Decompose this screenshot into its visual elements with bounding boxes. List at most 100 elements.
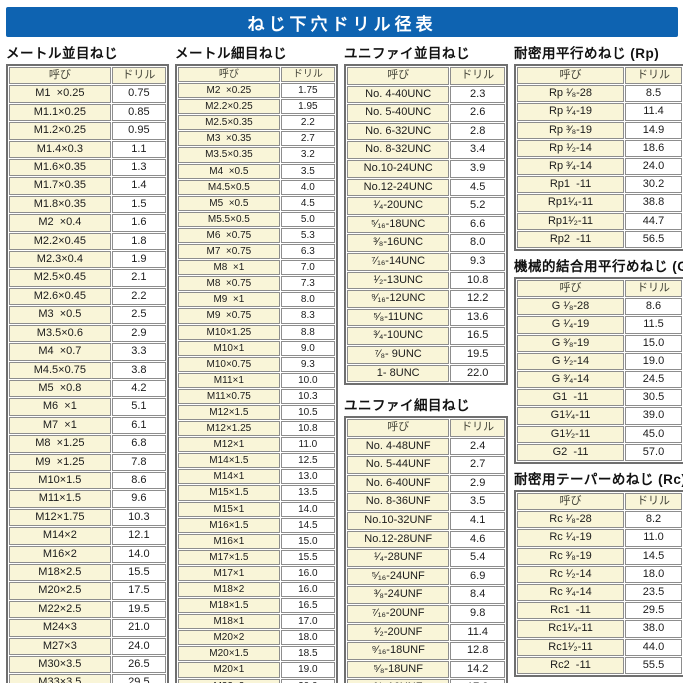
value-cell: 2.6 — [450, 104, 505, 122]
value-cell: 2.9 — [111, 324, 166, 343]
value-cell: 6.1 — [111, 416, 166, 435]
value-cell: 1.3 — [111, 159, 166, 177]
designation-cell: M20×2 — [178, 630, 280, 646]
value-cell: 45.0 — [625, 425, 682, 443]
designation-cell: ⁵⁄₈-11UNC — [347, 308, 450, 327]
table-row: Rp ¹⁄₈-28 8.5 — [517, 85, 682, 103]
table-row: M12×1.75 10.3 — [9, 508, 166, 527]
designation-cell: M8 ×1 — [178, 260, 280, 276]
designation-cell: M12×1.5 — [178, 404, 280, 421]
value-cell: 2.2 — [280, 115, 335, 131]
table-row: M7 ×0.75 6.3 — [178, 244, 335, 260]
value-cell: 15.0 — [280, 533, 335, 549]
value-cell: 7.0 — [280, 260, 335, 276]
designation-cell: M9 ×1 — [178, 292, 280, 308]
value-cell: 1.1 — [111, 140, 166, 159]
designation-cell: M18×1.5 — [178, 598, 280, 614]
table-row: M8 ×1.25 6.8 — [9, 435, 166, 453]
designation-cell: M10×0.75 — [178, 356, 280, 372]
value-cell: 1.8 — [111, 232, 166, 251]
table-row: G ¹⁄₄-19 11.5 — [517, 316, 682, 334]
section-rc: 耐密用テーパーめねじ (Rc) 呼び ドリル Rc ¹⁄₈-28 8.2 Rc ¹⁄₄-… — [514, 468, 683, 678]
table-row: G2 -11 57.0 — [517, 443, 682, 462]
designation-cell: M8 ×1.25 — [9, 435, 111, 453]
metric-coarse-table: 呼び ドリル M1 ×0.25 0.75 M1.1×0.25 0.85 M1.2×0.25 0… — [6, 64, 169, 683]
designation-cell: M15×1 — [178, 501, 280, 517]
value-cell: 9.3 — [280, 356, 335, 372]
value-cell: 8.2 — [625, 511, 682, 529]
designation-cell: Rp1¹⁄₂-11 — [517, 212, 625, 230]
designation-cell: M12×1 — [178, 437, 280, 453]
designation-cell: M27×3 — [9, 637, 111, 655]
designation-cell: M1.4×0.3 — [9, 140, 111, 159]
table-row: M1 ×0.25 0.75 — [9, 85, 166, 103]
designation-cell: 1- 8UNC — [347, 364, 450, 383]
table-row: M18×1 17.0 — [178, 614, 335, 630]
table-row: M16×1.5 14.5 — [178, 517, 335, 533]
table-row: M1.2×0.25 0.95 — [9, 122, 166, 140]
designation-cell: Rp ¹⁄₂-14 — [517, 139, 625, 158]
table-row: 1- 8UNC 22.0 — [347, 364, 505, 383]
value-cell: 18.5 — [280, 646, 335, 662]
designation-cell: G2 -11 — [517, 443, 625, 462]
designation-cell: M2.3×0.4 — [9, 251, 111, 269]
section-title-metric-fine: メートル細目ねじ — [175, 46, 287, 61]
column-pipe-threads: 耐密用平行めねじ (Rp) 呼び ドリル Rp ¹⁄₈-28 8.5 Rp ¹⁄₄-19… — [514, 42, 683, 683]
table-row: No. 8-32UNC 3.4 — [347, 141, 505, 159]
table-row: G ¹⁄₈-28 8.6 — [517, 298, 682, 316]
designation-cell: M5 ×0.8 — [9, 379, 111, 398]
value-cell: 18.0 — [280, 630, 335, 646]
unified-fine-table: 呼び ドリル No. 4-48UNF 2.4 No. 5-44UNF 2.7 No. 6-4… — [344, 416, 508, 683]
designation-cell: ⁷⁄₈- 9UNC — [347, 345, 450, 364]
table-row: ³⁄₈-24UNF 8.4 — [347, 586, 505, 605]
designation-cell: M14×1.5 — [178, 453, 280, 469]
value-cell: 2.7 — [280, 131, 335, 147]
table-row: ³⁄₄-16UNF17.2 — [347, 679, 505, 683]
table-row: M12×1 11.0 — [178, 437, 335, 453]
column-header: 呼び — [347, 67, 450, 85]
value-cell: 12.2 — [450, 290, 505, 308]
designation-cell: ¹⁄₄-28UNF — [347, 549, 450, 567]
value-cell: 3.9 — [450, 159, 505, 178]
table-row: ⁷⁄₁₆-20UNF 9.8 — [347, 605, 505, 623]
table-row: M12×1.5 10.5 — [178, 404, 335, 421]
value-cell: 57.0 — [625, 443, 682, 462]
table-row: M2.5×0.45 2.1 — [9, 269, 166, 287]
designation-cell: M30×3.5 — [9, 656, 111, 674]
value-cell: 1.95 — [280, 99, 335, 115]
value-cell: 2.2 — [111, 287, 166, 306]
table-row: Rc ³⁄₄-14 23.5 — [517, 584, 682, 602]
table-row: Rc1¹⁄₂-11 44.0 — [517, 638, 682, 656]
table-row: M2.3×0.4 1.9 — [9, 251, 166, 269]
table-row: ⁷⁄₁₆-14UNC 9.3 — [347, 252, 505, 271]
value-cell: 12.1 — [111, 527, 166, 545]
value-cell: 24.5 — [625, 371, 682, 389]
designation-cell: M4 ×0.5 — [178, 163, 280, 179]
value-cell: 3.3 — [111, 343, 166, 361]
designation-cell: No.10-24UNC — [347, 159, 450, 178]
unified-coarse-table: 呼び ドリル No. 4-40UNC 2.3 No. 5-40UNC 2.6 No. 6-3… — [344, 64, 508, 386]
table-row: M27×3 24.0 — [9, 637, 166, 655]
designation-cell: M22×2 — [178, 678, 280, 683]
table-row: M12×1.25 10.8 — [178, 421, 335, 437]
designation-cell: M7 ×0.75 — [178, 244, 280, 260]
designation-cell: M10×1.25 — [178, 324, 280, 340]
table-row: Rp ¹⁄₄-19 11.4 — [517, 103, 682, 121]
table-row: M14×2 12.1 — [9, 527, 166, 545]
value-cell: 56.5 — [625, 230, 682, 249]
value-cell: 0.75 — [111, 85, 166, 103]
table-row: ¹⁄₄-28UNF 5.4 — [347, 549, 505, 567]
value-cell: 44.7 — [625, 212, 682, 230]
header-row: 呼び ドリル — [178, 67, 335, 83]
table-row: ¹⁄₂-20UNF 11.4 — [347, 623, 505, 642]
value-cell: 19.0 — [280, 662, 335, 678]
designation-cell: M16×2 — [9, 545, 111, 563]
value-cell: 29.5 — [111, 674, 166, 683]
table-row: Rc1¹⁄₄-11 38.0 — [517, 620, 682, 638]
table-row: No.10-24UNC 3.9 — [347, 159, 505, 178]
value-cell: 1.4 — [111, 177, 166, 195]
designation-cell: M2.6×0.45 — [9, 287, 111, 306]
designation-cell: Rc ¹⁄₈-28 — [517, 511, 625, 529]
designation-cell: G ³⁄₄-14 — [517, 371, 625, 389]
designation-cell: G ¹⁄₂-14 — [517, 352, 625, 371]
